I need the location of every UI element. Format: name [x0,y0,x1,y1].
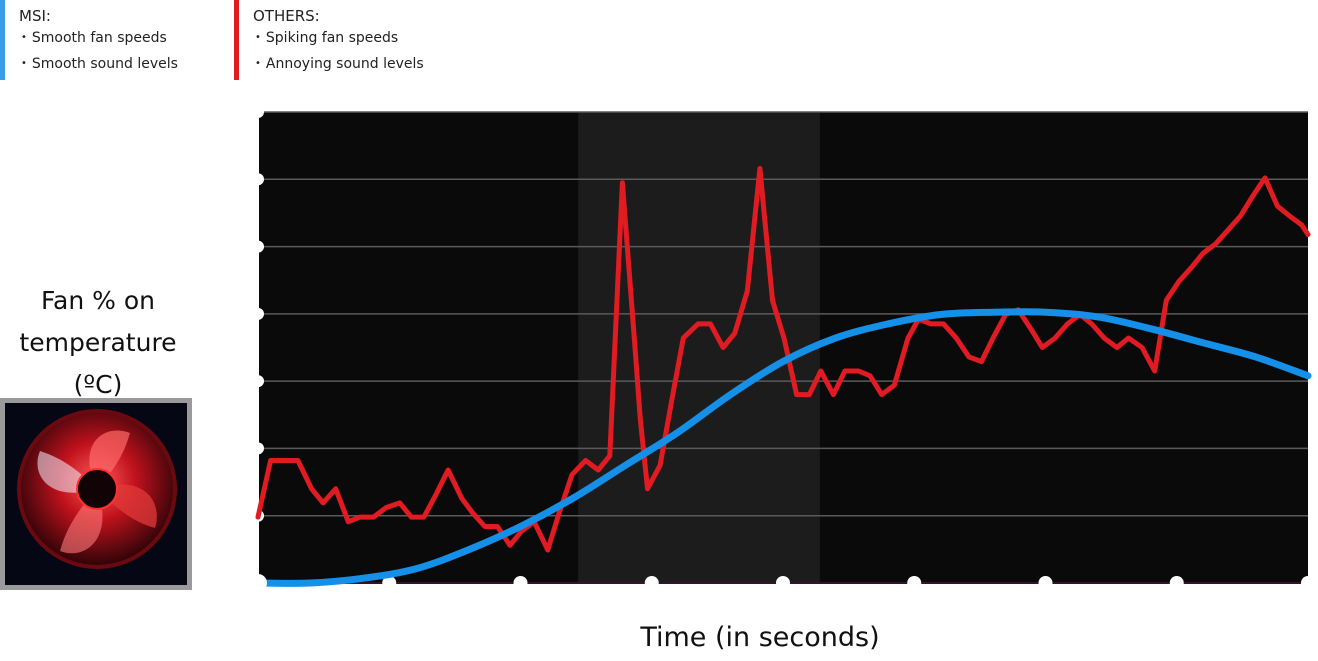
y-axis-label: Fan % on temperature (ºC) [0,280,196,406]
legend-msi-item: • Smooth sound levels [21,56,178,72]
x-tick-dot [776,576,790,590]
legend-others-title: OTHERS: [253,7,320,25]
x-tick-dot [382,576,397,590]
legend-msi-title: MSI: [19,7,51,25]
legend-others-item: • Spiking fan speeds [255,30,399,46]
y-axis-label-line: Fan % on [40,286,156,315]
series-line-spiking [255,166,1311,553]
x-axis-label: Time (in seconds) [640,622,880,653]
x-tick-dot [1038,576,1053,590]
x-tick-dot [907,576,922,590]
origin-dot [249,574,267,592]
x-tick-dot [1169,576,1184,590]
legend-msi-item: • Smooth fan speeds [21,30,167,46]
red-fan-icon [17,409,177,569]
x-tick-dot [644,576,659,590]
series-line-smooth [254,308,1312,587]
legend-others: OTHERS: • Spiking fan speeds • Annoying so… [234,0,494,80]
plot-area [249,106,1315,592]
legend-msi: MSI: • Smooth fan speeds • Smooth sound le… [0,0,220,80]
y-axis-label-line: temperature (ºC) [19,328,177,399]
x-tick-dot [1301,576,1315,590]
fan-thumbnail [0,398,192,590]
legend-others-item: • Annoying sound levels [255,56,424,72]
x-tick-dot [513,576,528,590]
highlight-band [578,112,820,583]
